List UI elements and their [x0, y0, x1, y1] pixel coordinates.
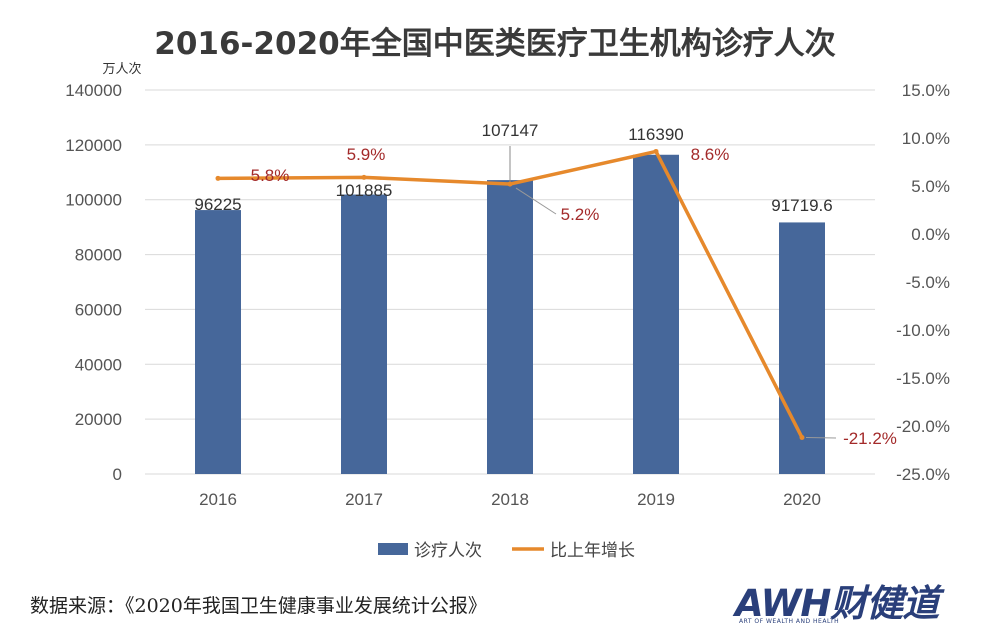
x-tick-label: 2016 [199, 490, 237, 509]
y-left-tick-label: 100000 [65, 191, 122, 210]
growth-point [799, 435, 805, 441]
chart-title: 2016-2020年全国中医类医疗卫生机构诊疗人次 [154, 26, 836, 62]
y-left-tick-label: 80000 [75, 246, 122, 265]
y-right-tick-label: -25.0% [896, 465, 950, 484]
bar-value-label: 91719.6 [771, 196, 832, 215]
y-right-tick-label: 15.0% [902, 81, 950, 100]
legend-swatch-bar [378, 543, 408, 555]
growth-line [215, 148, 805, 441]
bar-value-label: 107147 [482, 121, 539, 140]
brand-logo: AWH财健道 ART OF WEALTH AND HEALTH [735, 585, 960, 629]
bar [341, 194, 387, 474]
source-note: 数据来源：《2020年我国卫生健康事业发展统计公报》 [30, 595, 487, 617]
y-left-tick-label: 60000 [75, 300, 122, 319]
growth-point [361, 174, 367, 180]
y-left-tick-label: 0 [113, 465, 122, 484]
y-right-tick-label: 10.0% [902, 129, 950, 148]
y-right-tick-label: -10.0% [896, 321, 950, 340]
growth-point [507, 181, 513, 187]
legend: 诊疗人次 比上年增长 [378, 541, 635, 561]
leader-lines [509, 146, 837, 439]
x-tick-label: 2018 [491, 490, 529, 509]
y-left-tick-label: 20000 [75, 410, 122, 429]
bar [195, 210, 241, 474]
growth-value-label: 5.8% [251, 166, 290, 185]
bar-value-label: 96225 [194, 195, 241, 214]
growth-value-label: 5.2% [561, 205, 600, 224]
growth-point [653, 148, 659, 154]
growth-value-label: 5.9% [347, 145, 386, 164]
y-left-tick-label: 40000 [75, 355, 122, 374]
y-right-tick-label: -15.0% [896, 369, 950, 388]
bar [487, 180, 533, 474]
bar-value-label: 116390 [628, 125, 683, 144]
bar [633, 154, 679, 474]
y-right-tick-label: 5.0% [911, 177, 950, 196]
logo-text: AWH财健道 [735, 582, 939, 625]
x-tick-label: 2017 [345, 490, 383, 509]
legend-label-bar: 诊疗人次 [414, 541, 482, 561]
y-left-tick-label: 120000 [65, 136, 122, 155]
y-left-unit-label: 万人次 [102, 61, 141, 77]
x-tick-label: 2019 [637, 490, 675, 509]
growth-value-label: -21.2% [843, 429, 897, 448]
y-left-tick-label: 140000 [65, 81, 122, 100]
y-right-tick-label: -5.0% [906, 273, 950, 292]
bar [779, 222, 825, 474]
legend-label-line: 比上年增长 [550, 541, 635, 561]
growth-label-leader [515, 187, 557, 215]
logo-subtitle: ART OF WEALTH AND HEALTH [739, 618, 840, 625]
bars [195, 154, 825, 474]
y-right-tick-label: -20.0% [896, 417, 950, 436]
data-labels: 96225 101885 107147 116390 91719.6 5.8% 5.9% 5.… [194, 121, 897, 448]
axes: 0 20000 40000 60000 80000 100000 120000 140000 -… [65, 61, 950, 509]
y-right-tick-label: 0.0% [911, 225, 950, 244]
x-tick-label: 2020 [783, 490, 821, 509]
bar-value-label: 101885 [336, 181, 393, 200]
growth-point [215, 175, 221, 181]
growth-value-label: 8.6% [691, 145, 730, 164]
